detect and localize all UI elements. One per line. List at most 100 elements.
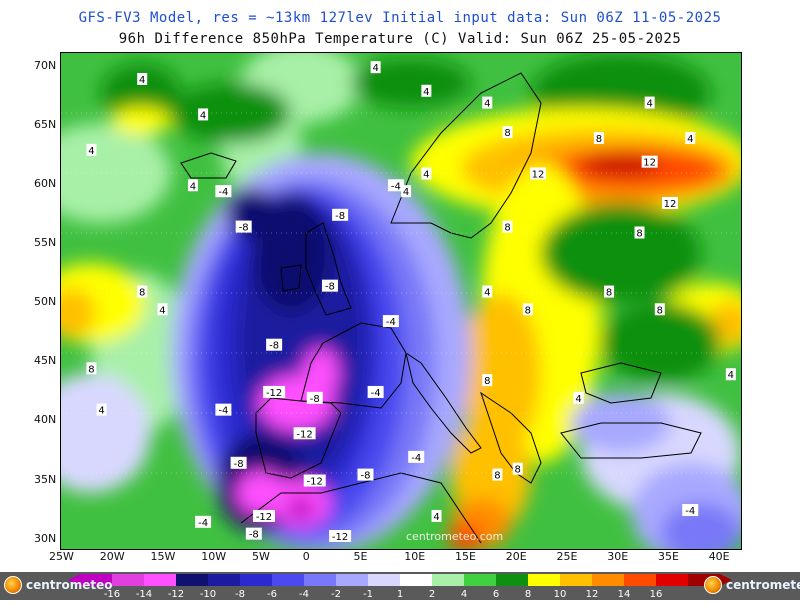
lat-tick-label: 55N bbox=[34, 236, 57, 250]
contour-label-text: -4 bbox=[218, 406, 228, 417]
contour-label: 8 bbox=[86, 362, 97, 375]
lat-tick-label: 40N bbox=[34, 413, 57, 427]
contour-label-text: 4 bbox=[423, 87, 429, 98]
colorbar-tick-label: 6 bbox=[493, 589, 499, 600]
contour-label-text: 4 bbox=[433, 512, 439, 523]
contour-label-text: -4 bbox=[371, 388, 381, 399]
colorbar-tick-label: 8 bbox=[525, 589, 531, 600]
lat-tick-label: 30N bbox=[34, 531, 57, 545]
contour-label: 4 bbox=[187, 179, 198, 192]
contour-label-text: 12 bbox=[643, 158, 656, 169]
contour-label: -12 bbox=[293, 427, 316, 440]
colorbar-swatch bbox=[112, 574, 145, 586]
contour-label: 8 bbox=[502, 220, 513, 234]
lat-tick-label: 35N bbox=[34, 472, 57, 486]
lat-tick-label: 65N bbox=[34, 118, 57, 132]
contour-label: -12 bbox=[263, 385, 286, 399]
colorbar-tick-label: 16 bbox=[650, 589, 663, 600]
contour-label-text: 4 bbox=[687, 134, 693, 145]
contour-label: 4 bbox=[431, 509, 442, 523]
contour-label: -4 bbox=[215, 185, 232, 198]
contour-label: -12 bbox=[252, 509, 275, 523]
contour-label: -4 bbox=[215, 403, 232, 417]
contour-label: -4 bbox=[195, 515, 212, 529]
contour-label-text: 4 bbox=[139, 75, 145, 86]
contour-label-text: 8 bbox=[494, 471, 500, 482]
lat-tick-label: 60N bbox=[34, 177, 57, 191]
colorbar-swatch bbox=[208, 574, 241, 586]
contour-label: 4 bbox=[573, 391, 584, 405]
contour-label-text: -4 bbox=[391, 181, 401, 192]
contour-label-text: 12 bbox=[532, 169, 545, 180]
contour-label-text: -4 bbox=[386, 317, 396, 328]
contour-label: -8 bbox=[321, 279, 338, 293]
lon-tick-label: 10E bbox=[404, 550, 426, 563]
contour-label: 4 bbox=[644, 96, 655, 110]
contour-label-text: 8 bbox=[515, 465, 521, 476]
lon-tick-label: 0 bbox=[302, 550, 310, 563]
contour-label-text: -4 bbox=[411, 453, 421, 464]
contour-label: 12 bbox=[530, 167, 547, 180]
contour-label-text: -8 bbox=[239, 223, 249, 234]
contour-label-text: -4 bbox=[218, 187, 228, 198]
contour-label-text: -12 bbox=[256, 512, 272, 523]
contour-label-text: 4 bbox=[88, 146, 94, 157]
lon-tick-label: 25E bbox=[556, 550, 578, 563]
colorbar-swatch bbox=[464, 574, 497, 586]
contour-label: 8 bbox=[654, 303, 665, 316]
logo-right-text: centrometeo bbox=[726, 578, 800, 592]
colorbar-tick-label: 2 bbox=[429, 589, 435, 600]
contour-label: 4 bbox=[482, 96, 493, 110]
contour-label-text: -8 bbox=[310, 394, 320, 405]
contour-label-text: 8 bbox=[606, 288, 612, 299]
contour-label-text: 8 bbox=[504, 128, 510, 139]
lon-tick-label: 15E bbox=[454, 550, 476, 563]
map: 4 4 4 4 4 4 4 4 -4 -4 4 4 8 8 4 12 12 12 8 8 -8 -8 -8 8 4 8 4 4 8 8 8-… bbox=[60, 52, 742, 550]
lon-tick-label: 5W bbox=[251, 550, 270, 563]
contour-label: 4 bbox=[401, 185, 412, 198]
lat-tick-label: 70N bbox=[34, 59, 57, 73]
contour-label: -8 bbox=[235, 220, 252, 234]
colorbar-swatch bbox=[432, 574, 465, 586]
contour-label: 4 bbox=[157, 303, 168, 316]
colorbar-swatch bbox=[336, 574, 369, 586]
field-title: 96h Difference 850hPa Temperature (C) Va… bbox=[118, 31, 682, 47]
contour-label: -12 bbox=[329, 530, 352, 543]
colorbar-swatch bbox=[304, 574, 337, 586]
contour-label-text: -12 bbox=[307, 477, 323, 488]
contour-label-text: -4 bbox=[198, 518, 208, 529]
contour-label-text: 4 bbox=[728, 370, 734, 381]
lon-tick-label: 30E bbox=[607, 550, 629, 563]
centrometeo-logo-icon bbox=[704, 576, 722, 594]
colorbar-tick-label: 12 bbox=[586, 589, 599, 600]
colorbar-tick-label: 4 bbox=[461, 589, 467, 600]
contour-label-text: -12 bbox=[332, 532, 348, 543]
contour-label-text: -12 bbox=[296, 429, 312, 440]
contour-label: 8 bbox=[593, 132, 604, 145]
colorbar-swatch bbox=[560, 574, 593, 586]
contour-label: 8 bbox=[512, 462, 523, 476]
colorbar-swatch bbox=[400, 574, 433, 586]
contour-label-text: -8 bbox=[335, 211, 345, 222]
lon-tick-label: 20W bbox=[99, 550, 125, 563]
contour-label-text: -8 bbox=[249, 530, 259, 541]
contour-label: 8 bbox=[492, 468, 503, 482]
contour-label: -4 bbox=[367, 385, 384, 399]
lat-tick-label: 50N bbox=[34, 295, 57, 309]
contour-label-text: 8 bbox=[596, 134, 602, 145]
contour-label: -4 bbox=[382, 315, 399, 328]
colorbar-tick-label: -8 bbox=[235, 589, 245, 600]
model-title: GFS-FV3 Model, res = ~13km 127lev Initia… bbox=[78, 10, 722, 26]
contour-label-text: 4 bbox=[484, 99, 490, 110]
contour-label: 4 bbox=[421, 167, 432, 180]
lon-tick-label: 15W bbox=[150, 550, 176, 563]
contour-label-text: 8 bbox=[139, 288, 145, 299]
colorbar-tick-label: 14 bbox=[618, 589, 631, 600]
contour-label-text: 4 bbox=[372, 63, 378, 74]
contour-label: 4 bbox=[86, 143, 97, 157]
colorbar-scale: -16 -14 -12 -10 -8 -6 -4 -2 -1 1 2 4 6 8 10 12 14 16 bbox=[68, 574, 732, 600]
contour-label-text: 4 bbox=[98, 406, 104, 417]
contour-label: 4 bbox=[685, 132, 696, 145]
contour-label-text: -4 bbox=[685, 506, 695, 517]
